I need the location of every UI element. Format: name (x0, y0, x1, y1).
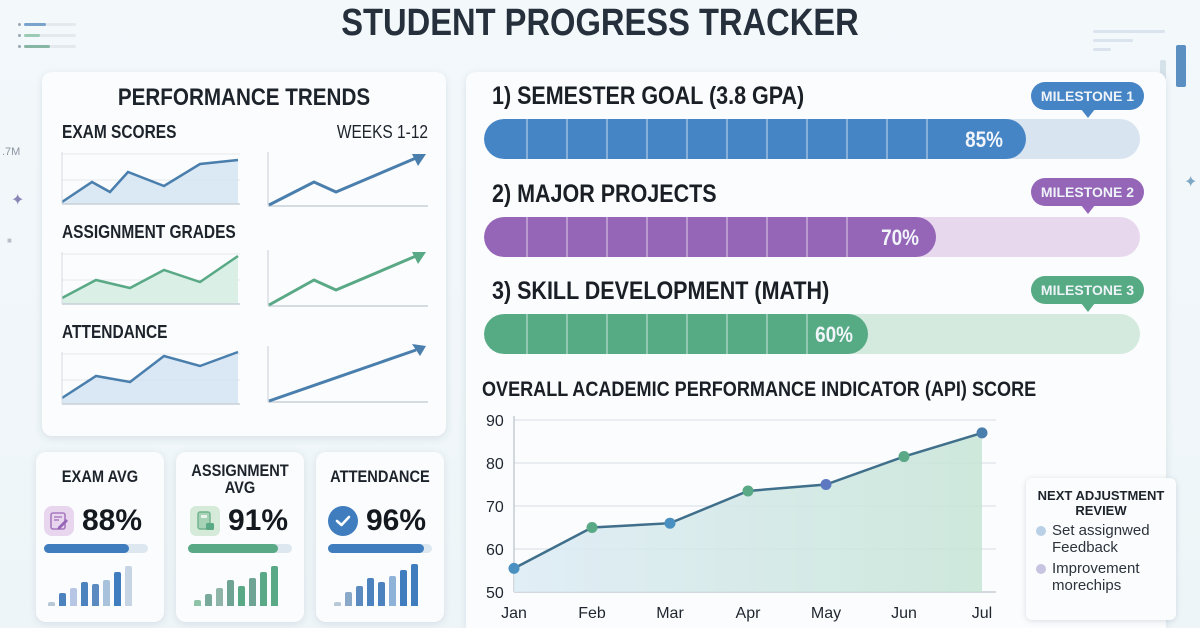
trend-label-exam-scores: EXAM SCORES (62, 122, 177, 142)
decorative-bar (1176, 45, 1186, 87)
page-title: STUDENT PROGRESS TRACKER (341, 2, 859, 44)
milestone-label: MILESTONE 2 (1040, 184, 1134, 200)
review-title: NEXT ADJUSTMENT REVIEW (1037, 488, 1165, 518)
goal-percent: 85% (965, 127, 1003, 152)
svg-text:50: 50 (486, 585, 504, 602)
goal-label-skill: 3) SKILL DEVELOPMENT (MATH) (492, 277, 830, 305)
kpi-title: EXAM AVG (61, 467, 139, 486)
goal-progress-projects: 70% (484, 217, 1140, 257)
document-icon (190, 506, 220, 536)
review-item-text: Set assignwed Feedback (1052, 522, 1150, 556)
svg-text:70: 70 (486, 499, 504, 516)
kpi-progress-bar (44, 544, 148, 553)
performance-trends-card: PERFORMANCE TRENDS WEEKS 1-12 EXAM SCORE… (42, 72, 446, 436)
svg-text:Jun: Jun (891, 605, 917, 622)
svg-text:90: 90 (486, 413, 504, 430)
kpi-title: ATTENDANCE (330, 467, 430, 486)
assignment-grades-sparkline (61, 252, 240, 305)
bullet-icon (1036, 564, 1046, 574)
review-item: Set assignwed Feedback (1036, 522, 1176, 556)
dot-icon: ■ (7, 236, 12, 245)
exam-scores-sparkline (61, 152, 240, 205)
milestone-badge-3: MILESTONE 3 (1030, 276, 1144, 312)
kpi-card-assignment-avg: ASSIGNMENT AVG 91% (176, 452, 304, 622)
svg-text:Feb: Feb (578, 605, 606, 622)
next-review-box: NEXT ADJUSTMENT REVIEW Set assignwed Fee… (1026, 478, 1176, 620)
goal-progress-semester: 85% (484, 119, 1140, 159)
decorative-lines (1093, 30, 1165, 57)
decorative-bar (1160, 60, 1166, 86)
exam-scores-trend-arrow (267, 152, 428, 207)
svg-text:Jan: Jan (501, 605, 527, 622)
goals-panel: 1) SEMESTER GOAL (3.8 GPA) MILESTONE 1 8… (466, 72, 1166, 628)
api-chart-title: OVERALL ACADEMIC PERFORMANCE INDICATOR (… (482, 378, 1037, 401)
kpi-mini-bar-chart (334, 564, 418, 606)
api-score-chart: 50 60 70 80 90 Jan Feb Mar Apr May Jun Jul (486, 413, 996, 622)
milestone-badge-2: MILESTONE 2 (1030, 178, 1144, 214)
goal-percent: 60% (815, 322, 853, 347)
review-item-text: Improvement morechips (1052, 560, 1140, 594)
svg-text:80: 80 (486, 456, 504, 473)
period-label: WEEKS 1-12 (336, 122, 428, 142)
assignment-grades-trend-arrow (267, 250, 428, 307)
svg-text:60: 60 (486, 542, 504, 559)
review-item: Improvement morechips (1036, 560, 1176, 594)
kpi-value: 91% (228, 504, 289, 537)
goal-label-semester: 1) SEMESTER GOAL (3.8 GPA) (492, 82, 805, 110)
bullet-icon (1036, 526, 1046, 536)
goal-progress-skill: 60% (484, 314, 1140, 354)
kpi-mini-bar-chart (48, 564, 132, 606)
kpi-progress-bar (188, 544, 292, 553)
goal-label-projects: 2) MAJOR PROJECTS (492, 180, 717, 208)
attendance-trend-arrow (267, 344, 428, 403)
attendance-sparkline (61, 350, 240, 405)
svg-text:Mar: Mar (656, 605, 684, 622)
milestone-badge-1: MILESTONE 1 (1030, 82, 1144, 118)
milestone-label: MILESTONE 3 (1040, 282, 1134, 298)
sparkle-icon: ✦ (11, 192, 25, 209)
kpi-progress-bar (328, 544, 432, 553)
decorative-legend (18, 20, 76, 53)
kpi-title: ASSIGNMENT AVG (191, 461, 289, 497)
milestone-label: MILESTONE 1 (1040, 88, 1134, 104)
trend-label-assignment-grades: ASSIGNMENT GRADES (62, 222, 236, 242)
kpi-card-attendance: ATTENDANCE 96% (316, 452, 444, 622)
kpi-value: 88% (82, 504, 143, 537)
checkmark-circle-icon (328, 506, 358, 536)
svg-text:May: May (811, 605, 841, 622)
svg-text:Jul: Jul (972, 605, 992, 622)
kpi-value: 96% (366, 504, 427, 537)
side-text: .7M (2, 146, 21, 158)
trend-label-attendance: ATTENDANCE (62, 322, 168, 342)
kpi-mini-bar-chart (194, 564, 278, 606)
trends-title: PERFORMANCE TRENDS (117, 84, 371, 111)
exam-edit-icon (44, 506, 74, 536)
sparkle-icon: ✦ (1184, 174, 1198, 191)
kpi-card-exam-avg: EXAM AVG 88% (36, 452, 164, 622)
goal-percent: 70% (881, 225, 919, 250)
svg-text:Apr: Apr (736, 605, 762, 622)
